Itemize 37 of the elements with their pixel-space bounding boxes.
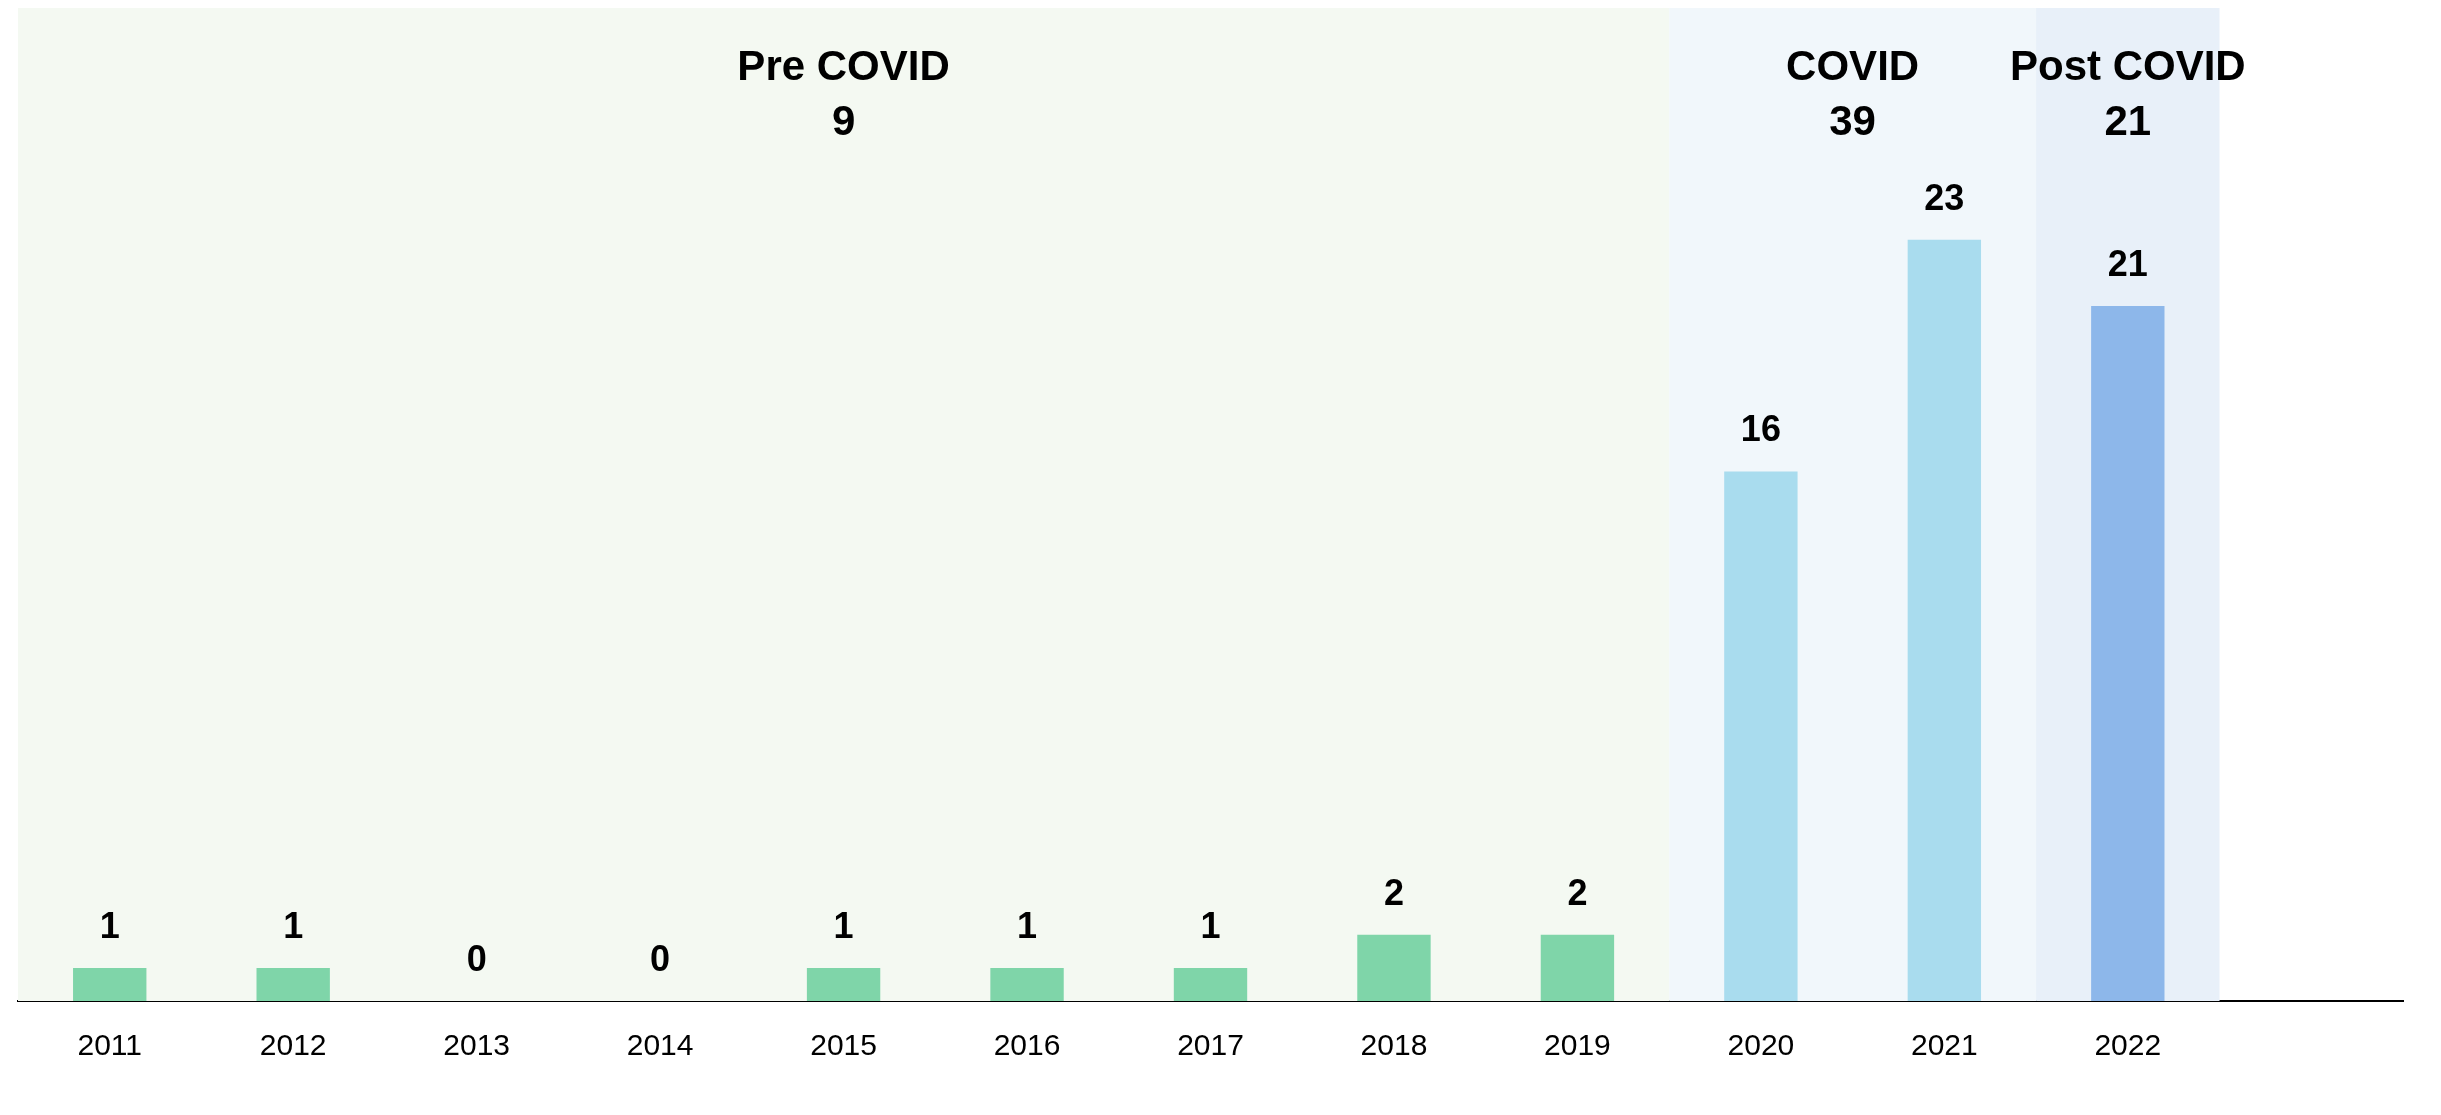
data-label: 2	[1567, 871, 1588, 913]
x-tick-label: 2017	[1177, 1028, 1244, 1062]
bar	[990, 967, 1064, 1001]
bar	[1724, 471, 1798, 1001]
bar	[1907, 239, 1982, 1001]
x-tick-label: 2022	[2094, 1028, 2162, 1062]
bar	[2091, 305, 2165, 1001]
x-tick-label: 2013	[443, 1028, 511, 1062]
x-tick-label: 2020	[1727, 1028, 1795, 1062]
x-tick-label: 2015	[810, 1028, 877, 1062]
data-label: 0	[466, 937, 487, 979]
x-tick-label: 2021	[1910, 1028, 1978, 1062]
x-tick-label: 2018	[1360, 1028, 1428, 1062]
data-label: 1	[1017, 904, 1038, 946]
data-label: 16	[1740, 408, 1781, 450]
x-tick-label: 2016	[993, 1028, 1061, 1062]
data-label: 21	[2107, 242, 2148, 284]
x-tick-label: 2011	[77, 1028, 142, 1062]
band-label: Pre COVID 9	[737, 41, 950, 144]
band-label: COVID 39	[1786, 41, 1920, 144]
bar	[806, 967, 881, 1001]
data-label: 0	[650, 937, 671, 979]
data-label: 2	[1383, 871, 1404, 913]
bar	[1357, 934, 1431, 1001]
data-label: 23	[1924, 176, 1965, 218]
data-label: 1	[283, 904, 304, 946]
x-tick-label: 2014	[626, 1028, 694, 1062]
x-tick-label: 2012	[259, 1028, 327, 1062]
bar	[73, 967, 147, 1001]
data-label: 1	[1200, 904, 1221, 946]
x-tick-label: 2019	[1544, 1028, 1611, 1062]
bar	[1173, 967, 1248, 1001]
data-label: 1	[833, 904, 854, 946]
bar	[256, 967, 330, 1001]
band-label: Post COVID 21	[2009, 41, 2246, 144]
bar	[1540, 934, 1615, 1001]
data-label: 1	[99, 904, 120, 946]
